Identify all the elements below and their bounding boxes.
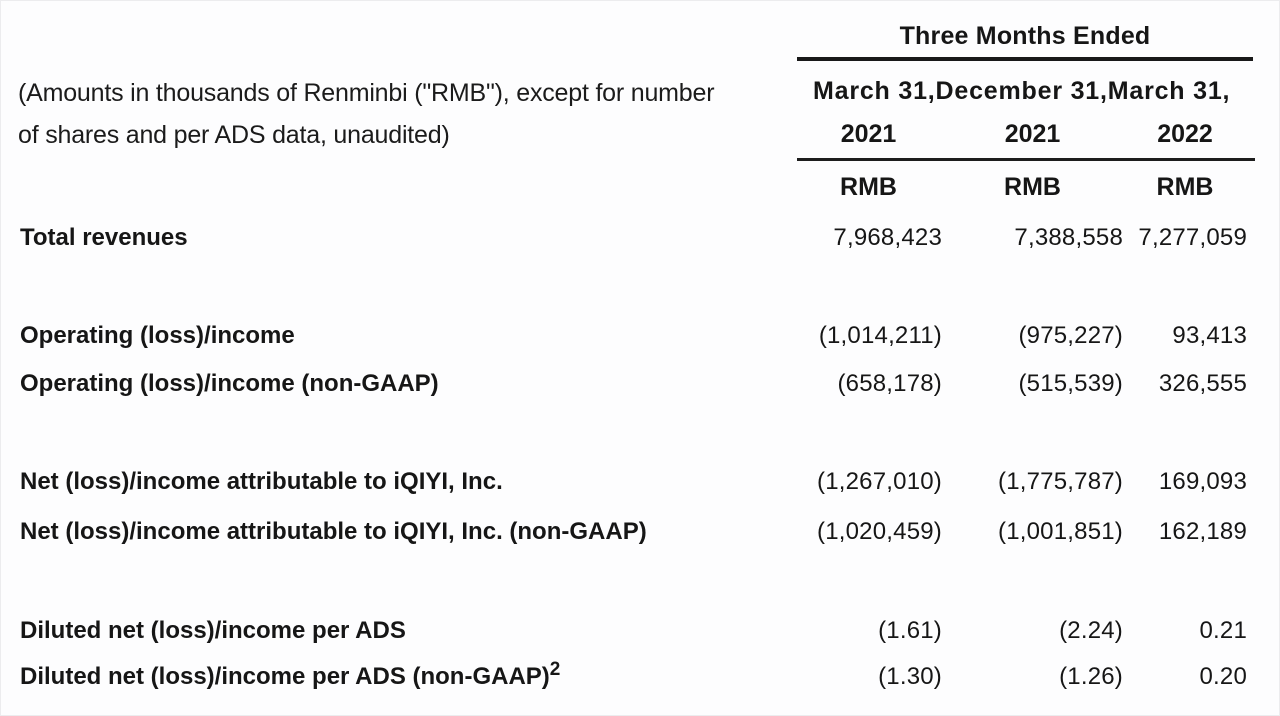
row-label: Diluted net (loss)/income per ADS (non-G… — [0, 660, 795, 693]
row-label: Net (loss)/income attributable to iQIYI,… — [20, 468, 503, 495]
cell-value: (1,001,851) — [998, 518, 1123, 545]
row-label: Operating (loss)/income (non-GAAP) — [20, 370, 439, 397]
cell-value: 93,413 — [1172, 322, 1247, 349]
table-row-net-loss-income: Net (loss)/income attributable to iQIYI,… — [0, 465, 1247, 498]
column-group-header: Three Months Ended — [899, 22, 1151, 50]
cell-value: 7,968,423 — [833, 224, 942, 251]
cell-value: (515,539) — [1018, 370, 1123, 397]
cell-value: 7,388,558 — [1014, 224, 1123, 251]
cell-value: (975,227) — [1018, 322, 1123, 349]
col-2-date: December 31, — [935, 77, 1108, 105]
cell-value: (1,267,010) — [817, 468, 942, 495]
footnote-marker: 2 — [549, 659, 561, 680]
cell-value: (658,178) — [837, 370, 942, 397]
cell-value: (1.30) — [878, 663, 942, 690]
table-row-diluted-per-ads-non-gaap: Diluted net (loss)/income per ADS (non-G… — [0, 660, 1247, 693]
col-1-date: March 31, — [813, 77, 936, 105]
col-1-unit: RMB — [840, 173, 897, 201]
col-2-year: 2021 — [1004, 120, 1061, 148]
cell-value: 169,093 — [1158, 468, 1247, 495]
column-units-row: RMB RMB RMB — [795, 171, 1247, 203]
table-row-total-revenues: Total revenues 7,968,423 7,388,558 7,277… — [0, 221, 1247, 254]
cell-value: (1,020,459) — [817, 518, 942, 545]
column-dates-row: March 31,December 31,March 31, — [813, 75, 1230, 107]
table-note: (Amounts in thousands of Renminbi ("RMB"… — [18, 72, 808, 156]
header-rule-thin — [797, 158, 1255, 161]
cell-value: (1,014,211) — [818, 322, 942, 349]
row-label: Net (loss)/income attributable to iQIYI,… — [20, 518, 647, 545]
row-label: Diluted net (loss)/income per ADS — [20, 617, 406, 644]
cell-value: 0.20 — [1199, 663, 1247, 690]
table-row-net-loss-income-non-gaap: Net (loss)/income attributable to iQIYI,… — [0, 515, 1247, 548]
table-row-diluted-per-ads: Diluted net (loss)/income per ADS (1.61)… — [0, 614, 1247, 647]
cell-value: 7,277,059 — [1138, 224, 1247, 251]
cell-value: (1.61) — [878, 617, 942, 644]
row-label: Total revenues — [20, 224, 188, 251]
cell-value: (1,775,787) — [998, 468, 1123, 495]
cell-value: 326,555 — [1158, 370, 1247, 397]
column-years-row: 2021 2021 2022 — [795, 118, 1247, 150]
col-3-unit: RMB — [1156, 173, 1214, 201]
row-label: Operating (loss)/income — [20, 322, 295, 349]
table-note-line-1: (Amounts in thousands of Renminbi ("RMB"… — [18, 79, 715, 107]
table-row-operating-loss-income: Operating (loss)/income (1,014,211) (975… — [0, 319, 1247, 352]
cell-value: 0.21 — [1199, 617, 1247, 644]
cell-value: 162,189 — [1158, 518, 1247, 545]
row-label-text: Diluted net (loss)/income per ADS (non-G… — [20, 663, 550, 690]
cell-value: (2.24) — [1059, 617, 1123, 644]
cell-value: (1.26) — [1059, 663, 1123, 690]
col-2-unit: RMB — [1004, 173, 1061, 201]
table-note-line-2: of shares and per ADS data, unaudited) — [18, 121, 450, 149]
header-rule-thick — [797, 57, 1253, 61]
table-row-operating-loss-income-non-gaap: Operating (loss)/income (non-GAAP) (658,… — [0, 367, 1247, 400]
col-1-year: 2021 — [840, 120, 897, 148]
col-3-year: 2022 — [1157, 120, 1213, 148]
col-3-date: March 31, — [1107, 77, 1231, 105]
